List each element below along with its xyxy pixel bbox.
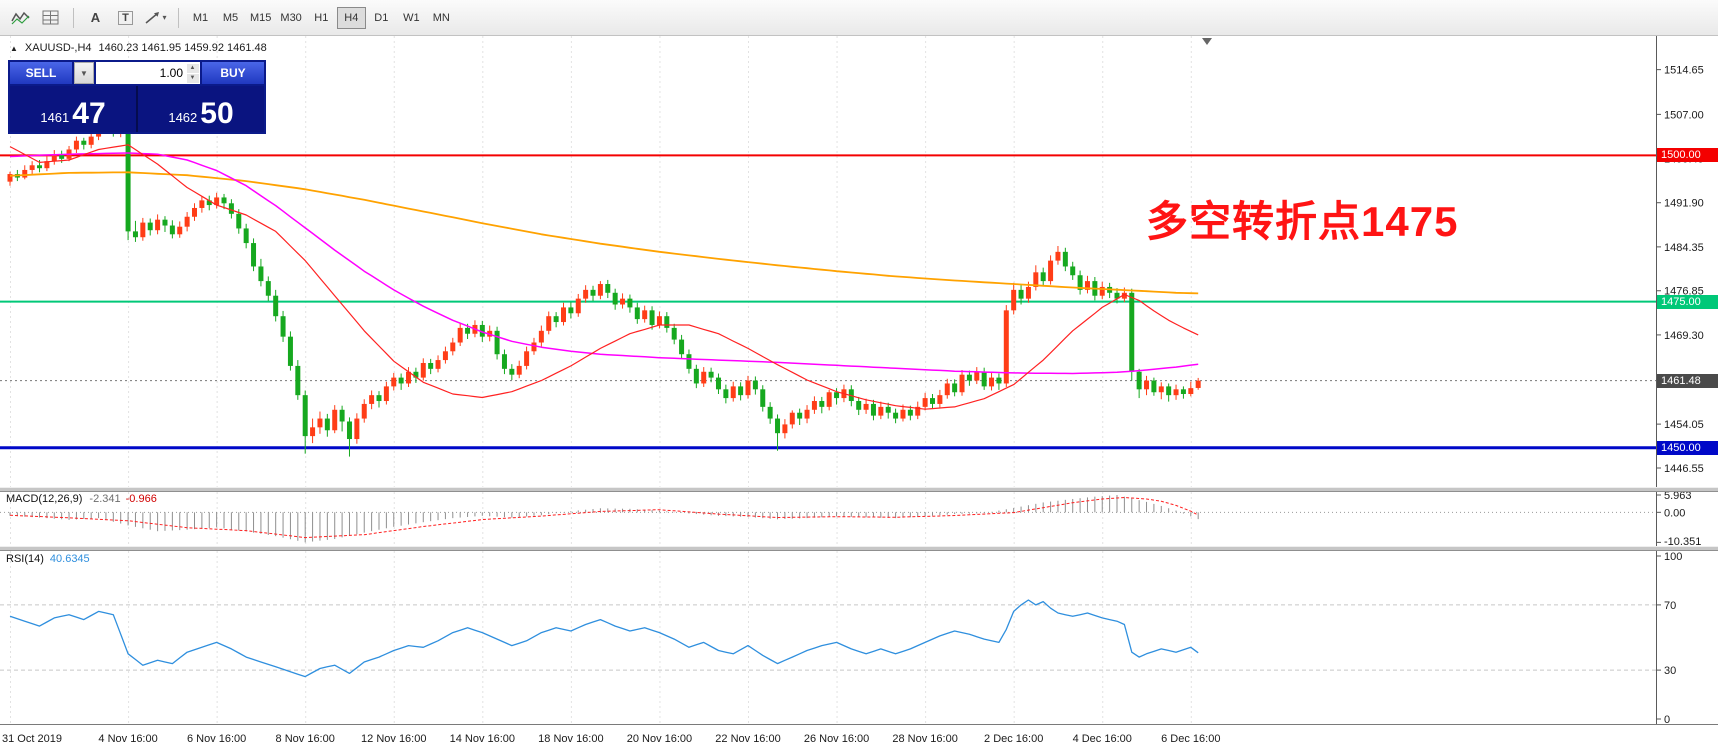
rsi-layer [0, 599, 1656, 678]
rsi-tick-label: 70 [1664, 600, 1676, 612]
time-tick-label: 6 Dec 16:00 [1161, 733, 1220, 745]
buy-button[interactable]: BUY [202, 62, 264, 84]
toolbar-separator [73, 7, 74, 28]
price-tick-label: 1476.85 [1664, 286, 1704, 298]
rsi-name: RSI(14) [6, 553, 44, 565]
time-tick-label: 18 Nov 16:00 [538, 733, 603, 745]
timeframe-button-M1[interactable]: M1 [192, 11, 209, 24]
ma-slow-orange [9, 171, 1199, 295]
stepper-up-icon[interactable]: ▲ [186, 63, 199, 73]
macd-signal-line [9, 496, 1199, 539]
time-tick-label: 14 Nov 16:00 [450, 733, 515, 745]
timeframe-button-D1[interactable]: D1 [374, 11, 389, 24]
price-badge-1475.00: 1475.00 [1657, 295, 1718, 309]
time-tick-label: 4 Dec 16:00 [1073, 733, 1132, 745]
rsi-tick-label: 30 [1664, 665, 1676, 677]
buy-price-display[interactable]: 1462 50 [138, 86, 264, 132]
volume-input[interactable] [96, 62, 200, 84]
candles-layer [7, 123, 1201, 457]
sell-price-pips: 47 [72, 97, 106, 130]
sell-price-display[interactable]: 1461 47 [10, 86, 138, 132]
rsi-value: 40.6345 [49, 553, 90, 565]
price-tick-label: 1507.00 [1664, 109, 1704, 121]
price-badge-1461.48: 1461.48 [1657, 374, 1718, 388]
text-tool-icon[interactable]: T [111, 5, 140, 31]
ohlc-values: 1460.23 1461.95 1459.92 1461.48 [98, 42, 267, 54]
macd-rsi-splitter[interactable] [0, 546, 1718, 551]
volume-field: ▲ ▼ [96, 62, 200, 84]
time-tick-label: 12 Nov 16:00 [361, 733, 426, 745]
time-tick-label: 28 Nov 16:00 [892, 733, 957, 745]
rsi-tick-label: 100 [1664, 551, 1682, 563]
toolbar-icon-group: A T ▾ [6, 5, 186, 31]
macd-value-signal: -0.966 [125, 493, 157, 505]
buy-price-pips: 50 [200, 97, 234, 130]
chart-macd-splitter[interactable] [0, 487, 1718, 492]
volume-dropdown-button[interactable]: ▼ [74, 62, 94, 84]
volume-stepper: ▲ ▼ [186, 63, 199, 83]
macd-name: MACD(12,26,9) [6, 493, 83, 505]
moving-averages-layer [9, 144, 1199, 410]
macd-value-main: -2.341 [89, 493, 121, 505]
axis-labels-layer: 1514.651507.001499.451491.901484.351476.… [2, 65, 1704, 745]
chevron-down-icon: ▼ [80, 68, 88, 78]
chart-grid-icon[interactable] [36, 5, 65, 31]
toolbar: A T ▾ M1 M5 M15 M30 H1 H4 D1 W1 MN [0, 0, 1718, 36]
symbol-info-bar: ▲ XAUUSD-,H4 1460.23 1461.95 1459.92 146… [10, 42, 267, 54]
price-tick-label: 1454.05 [1664, 419, 1704, 431]
time-tick-label: 20 Nov 16:00 [627, 733, 692, 745]
buy-price-main: 1462 [168, 110, 198, 125]
rsi-line [9, 599, 1199, 678]
time-axis[interactable] [0, 724, 1718, 753]
indicators-icon[interactable] [6, 5, 35, 31]
time-tick-label: 22 Nov 16:00 [715, 733, 780, 745]
toolbar-separator [178, 7, 179, 28]
timeframe-button-W1[interactable]: W1 [403, 11, 420, 24]
time-tick-label: 4 Nov 16:00 [98, 733, 157, 745]
chart-text-annotation: 多空转折点1475 [1146, 198, 1459, 245]
time-tick-label: 31 Oct 2019 [2, 733, 62, 745]
rsi-tick-label: 0 [1664, 714, 1670, 726]
collapse-arrow-icon[interactable]: ▲ [10, 43, 18, 53]
time-tick-label: 26 Nov 16:00 [804, 733, 869, 745]
price-tick-label: 1491.90 [1664, 198, 1704, 210]
timeframe-button-M30[interactable]: M30 [280, 11, 302, 24]
ma-fast-red [9, 144, 1199, 410]
macd-layer [0, 495, 1656, 543]
macd-indicator-label: MACD(12,26,9) -2.341 -0.966 [6, 493, 157, 505]
ma-mid-magenta [9, 152, 1199, 375]
time-tick-label: 6 Nov 16:00 [187, 733, 246, 745]
timeframe-group: M1 M5 M15 M30 H1 H4 D1 W1 MN [186, 6, 457, 29]
draw-tools-icon[interactable]: ▾ [141, 5, 170, 31]
timeframe-button-H1[interactable]: H1 [314, 11, 329, 24]
price-tick-label: 1514.65 [1664, 65, 1704, 77]
price-badge-1500.00: 1500.00 [1657, 148, 1718, 162]
macd-tick-label: 5.963 [1664, 490, 1692, 502]
text-label-icon[interactable]: A [90, 10, 101, 25]
macd-tick-label: 0.00 [1664, 507, 1685, 519]
one-click-trading-panel: SELL ▼ ▲ ▼ BUY 1461 47 1462 50 [8, 60, 266, 134]
timeframe-button-M15[interactable]: M15 [250, 11, 272, 24]
time-tick-label: 2 Dec 16:00 [984, 733, 1043, 745]
stepper-down-icon[interactable]: ▼ [186, 73, 199, 83]
price-tick-label: 1484.35 [1664, 242, 1704, 254]
timeframe-button-MN[interactable]: MN [432, 11, 450, 24]
price-tick-label: 1446.55 [1664, 463, 1704, 475]
sell-button[interactable]: SELL [10, 62, 72, 84]
macd-tick-label: -10.351 [1664, 536, 1701, 548]
grid-layer [10, 36, 1192, 724]
time-tick-label: 8 Nov 16:00 [276, 733, 335, 745]
timeframe-button-M5[interactable]: M5 [222, 11, 239, 24]
price-badge-1450.00: 1450.00 [1657, 441, 1718, 455]
timeframe-button-H4[interactable]: H4 [336, 6, 366, 29]
symbol-label: XAUUSD-,H4 [24, 42, 92, 54]
sell-price-main: 1461 [40, 110, 70, 125]
chart-shift-marker-icon[interactable] [1202, 38, 1212, 45]
price-tick-label: 1469.30 [1664, 330, 1704, 342]
rsi-indicator-label: RSI(14) 40.6345 [6, 553, 90, 565]
